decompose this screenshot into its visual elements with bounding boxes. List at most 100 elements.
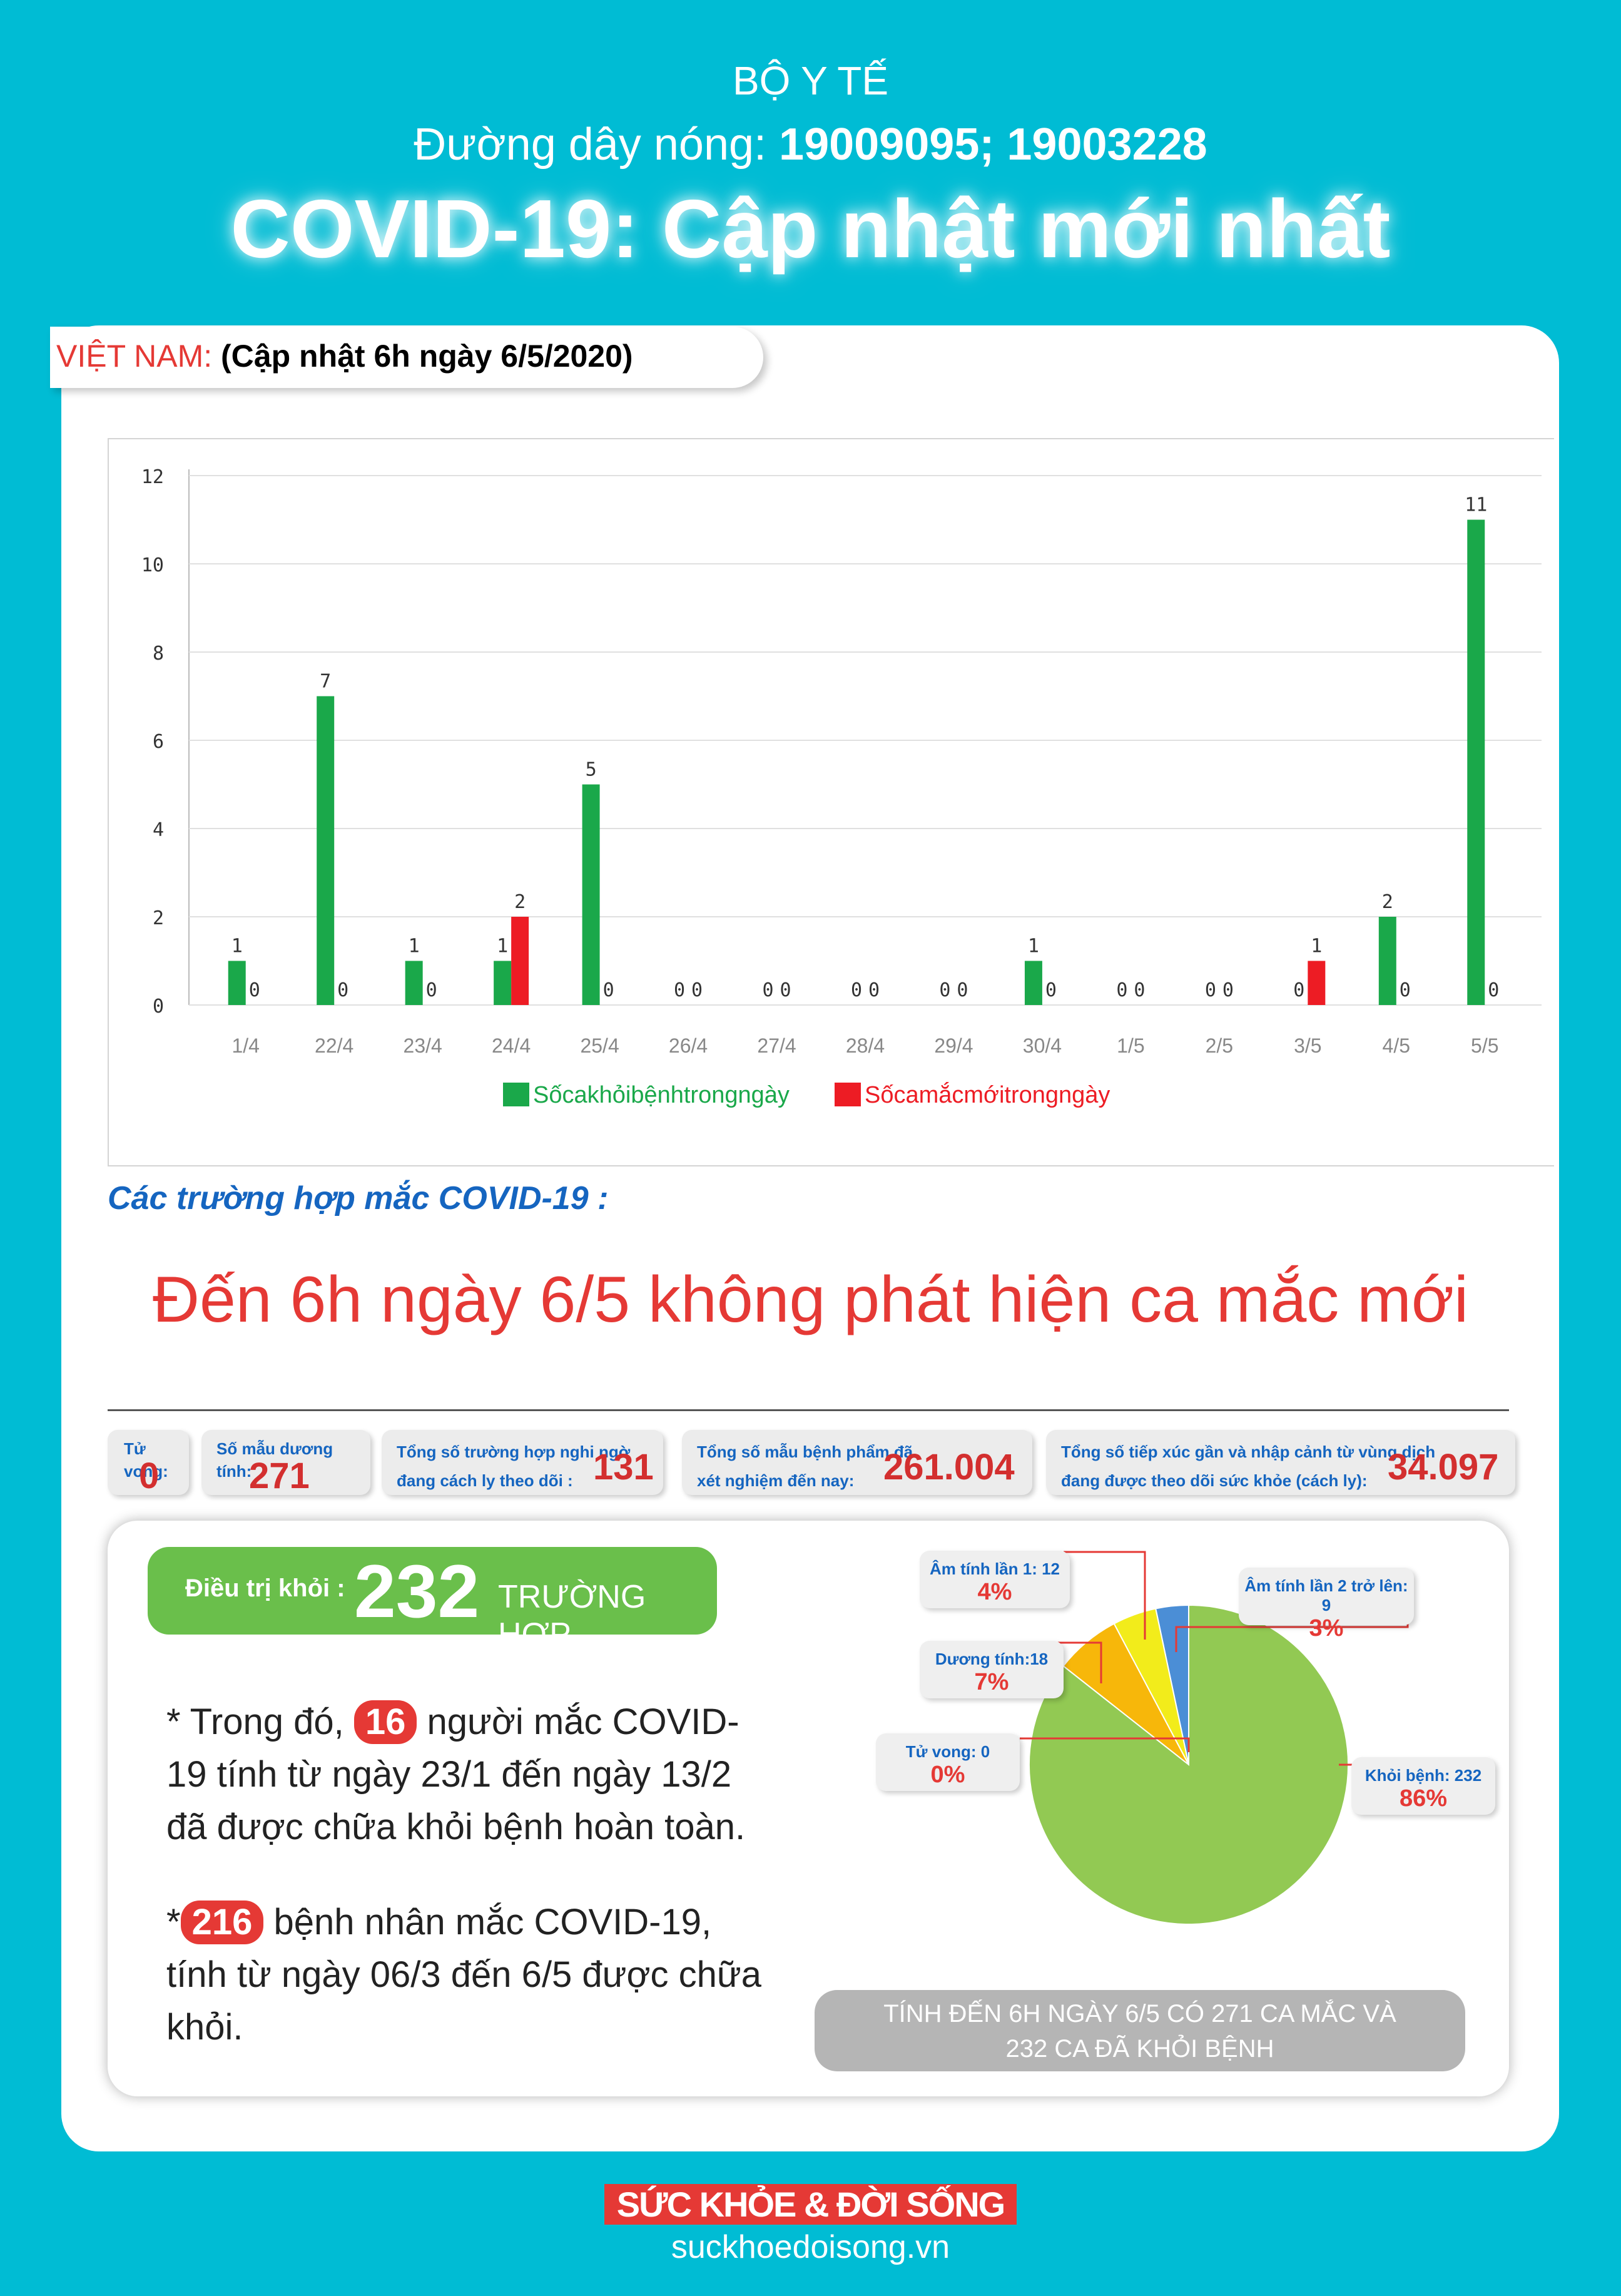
legend-swatch bbox=[835, 1083, 861, 1106]
summary-banner: TÍNH ĐẾN 6H NGÀY 6/5 CÓ 271 CA MẮC VÀ 23… bbox=[815, 1990, 1465, 2071]
hotline-label: Đường dây nóng: bbox=[414, 120, 767, 170]
treatment-label: Điều trị khỏi : bbox=[185, 1574, 345, 1602]
country-label: VIỆT NAM: bbox=[56, 339, 213, 374]
stat-contacts-label-1: Tổng số tiếp xúc gần và nhập cảnh từ vùn… bbox=[1061, 1442, 1436, 1461]
pie-label-khoi-benh-pct: 86% bbox=[1399, 1785, 1448, 1812]
x-tick-label: 4/5 bbox=[1383, 1034, 1410, 1057]
bar-recovered bbox=[582, 784, 600, 1005]
bar-recovered bbox=[1024, 961, 1042, 1005]
x-tick-label: 30/4 bbox=[1023, 1034, 1062, 1057]
brand-logo: SỨC KHỎE & ĐỜI SỐNG bbox=[604, 2184, 1017, 2225]
leader-line-duong-tinh bbox=[1051, 1641, 1102, 1683]
pie-label-khoi-benh: Khỏi bệnh: 232 86% bbox=[1351, 1757, 1495, 1815]
pie-label-khoi-benh-text: Khỏi bệnh: 232 bbox=[1364, 1766, 1482, 1785]
treatment-number: 232 bbox=[354, 1549, 480, 1633]
x-tick-label: 5/5 bbox=[1471, 1034, 1498, 1057]
pie-label-tu-vong-pct: 0% bbox=[930, 1762, 965, 1788]
legend-label: Sốcamắcmớitrongngày bbox=[865, 1081, 1110, 1108]
data-label: 0 bbox=[851, 979, 862, 1001]
stat-contacts-label-2: đang được theo dõi sức khỏe (cách ly): bbox=[1061, 1471, 1368, 1490]
stat-suspected: Tổng số trường hợp nghi ngờ đang cách ly… bbox=[382, 1430, 663, 1495]
hotline: Đường dây nóng: 19009095; 19003228 bbox=[0, 119, 1621, 170]
data-label: 0 bbox=[337, 979, 348, 1001]
y-tick-label: 12 bbox=[141, 466, 164, 488]
x-tick-label: 26/4 bbox=[669, 1034, 708, 1057]
x-tick-label: 29/4 bbox=[934, 1034, 973, 1057]
y-tick-label: 8 bbox=[153, 643, 164, 665]
bar-recovered bbox=[317, 696, 335, 1005]
pie-label-duong-tinh-text: Dương tính:18 bbox=[935, 1650, 1049, 1668]
page-title: COVID-19: Cập nhật mới nhất bbox=[230, 183, 1391, 275]
cases-section-title: Các trường hợp mắc COVID-19 : bbox=[108, 1180, 609, 1217]
pie-label-am-tinh-1-text: Âm tính lần 1: 12 bbox=[929, 1559, 1060, 1578]
data-label: 0 bbox=[1222, 979, 1234, 1001]
bar-new-cases bbox=[511, 917, 529, 1005]
x-tick-label: 2/5 bbox=[1206, 1034, 1233, 1057]
data-label: 0 bbox=[1400, 979, 1411, 1001]
no-new-cases-announcement: Đến 6h ngày 6/5 không phát hiện ca mắc m… bbox=[152, 1263, 1469, 1336]
pie-chart bbox=[1029, 1604, 1349, 1925]
x-tick-label: 22/4 bbox=[315, 1034, 353, 1057]
data-label: 0 bbox=[1116, 979, 1127, 1001]
y-tick-label: 0 bbox=[153, 996, 164, 1018]
bar-new-cases bbox=[1308, 961, 1326, 1005]
pie-label-am-tinh-2-text: Âm tính lần 2 trở lên: 9 bbox=[1244, 1576, 1408, 1615]
stat-suspected-label-1: Tổng số trường hợp nghi ngờ bbox=[397, 1442, 631, 1461]
stat-positive: Số mẫu dương tính: 271 bbox=[201, 1430, 370, 1496]
pie-label-duong-tinh: Dương tính:18 7% bbox=[920, 1641, 1064, 1698]
data-label: 0 bbox=[1205, 979, 1216, 1001]
x-tick-label: 23/4 bbox=[404, 1034, 442, 1057]
vn-update-tag: VIỆT NAM: (Cập nhật 6h ngày 6/5/2020) bbox=[50, 327, 763, 388]
data-label: 1 bbox=[409, 936, 420, 957]
bar-recovered bbox=[405, 961, 423, 1005]
note1-prefix: * Trong đó, bbox=[166, 1702, 344, 1742]
x-tick-label: 28/4 bbox=[846, 1034, 885, 1057]
brand-footer: SỨC KHỎE & ĐỜI SỐNG suckhoedoisong.vn bbox=[0, 2184, 1621, 2266]
x-tick-label: 24/4 bbox=[492, 1034, 531, 1057]
data-label: 1 bbox=[497, 936, 508, 957]
data-label: 2 bbox=[514, 891, 526, 913]
data-label: 0 bbox=[1134, 979, 1145, 1001]
data-label: 0 bbox=[691, 979, 703, 1001]
data-label: 7 bbox=[320, 671, 331, 693]
legend-label: Sốcakhỏibệnhtrongngày bbox=[533, 1082, 790, 1108]
data-label: 0 bbox=[780, 979, 791, 1001]
summary-line-2: 232 CA ĐÃ KHỎI BỆNH bbox=[1005, 2035, 1274, 2063]
stat-suspected-value: 131 bbox=[593, 1447, 654, 1487]
bar-recovered bbox=[1378, 917, 1396, 1005]
note2-text: bệnh nhân mắc COVID-19, tính từ ngày 06/… bbox=[166, 1902, 761, 2048]
pie-label-am-tinh-1: Âm tính lần 1: 12 4% bbox=[920, 1551, 1070, 1608]
data-label: 11 bbox=[1465, 494, 1487, 516]
stat-positive-value: 271 bbox=[249, 1456, 310, 1496]
data-label: 1 bbox=[231, 936, 243, 957]
data-label: 1 bbox=[1028, 936, 1039, 957]
y-tick-label: 4 bbox=[153, 819, 164, 841]
data-label: 0 bbox=[1293, 979, 1304, 1001]
separator-line bbox=[108, 1409, 1509, 1411]
pie-label-tu-vong-text: Tử vong: 0 bbox=[905, 1742, 990, 1761]
data-label: 0 bbox=[426, 979, 437, 1001]
stat-tested-label-1: Tổng số mẫu bệnh phẩm đã bbox=[697, 1442, 913, 1461]
pie-label-am-tinh-2: Âm tính lần 2 trở lên: 9 3% bbox=[1239, 1568, 1414, 1641]
brand-url: suckhoedoisong.vn bbox=[671, 2229, 950, 2265]
x-tick-label: 1/4 bbox=[231, 1034, 259, 1057]
treatment-badge: Điều trị khỏi : 232 TRƯỜNG HỢP bbox=[148, 1547, 717, 1653]
pie-label-am-tinh-1-pct: 4% bbox=[977, 1579, 1012, 1605]
data-label: 0 bbox=[939, 979, 950, 1001]
update-label: (Cập nhật 6h ngày 6/5/2020) bbox=[221, 339, 633, 374]
bar-recovered bbox=[228, 961, 246, 1005]
stat-suspected-label-2: đang cách ly theo dõi : bbox=[397, 1471, 573, 1490]
y-tick-label: 6 bbox=[153, 731, 164, 753]
stat-tested-label-2: xét nghiệm đến nay: bbox=[697, 1471, 855, 1490]
stat-tested-label: Tổng số mẫu bệnh phẩm đã xét nghiệm đến … bbox=[697, 1437, 913, 1495]
note2-prefix: * bbox=[166, 1902, 181, 1942]
y-tick-label: 10 bbox=[141, 554, 164, 576]
data-label: 0 bbox=[674, 979, 685, 1001]
stat-contacts-value: 34.097 bbox=[1388, 1447, 1499, 1487]
org-name: BỘ Y TẾ bbox=[732, 58, 889, 103]
note1-count-badge: 16 bbox=[353, 1700, 417, 1744]
data-label: 5 bbox=[586, 759, 597, 781]
y-tick-label: 2 bbox=[153, 907, 164, 929]
data-label: 0 bbox=[249, 979, 260, 1001]
